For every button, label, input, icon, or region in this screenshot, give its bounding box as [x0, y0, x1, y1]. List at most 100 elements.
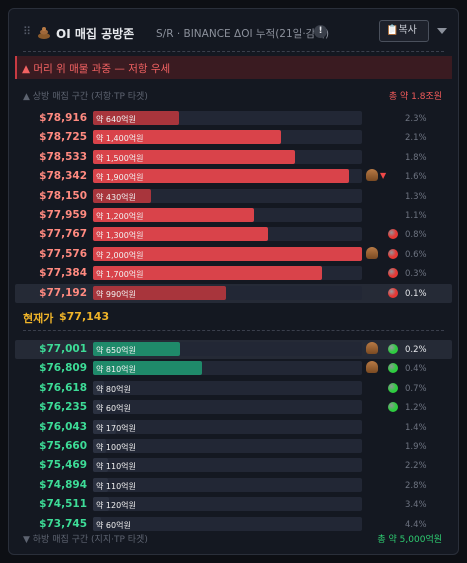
bar-label: 약 110억원 [96, 481, 136, 491]
price: $76,043 [39, 420, 87, 433]
bar-track [93, 516, 362, 531]
share: 1.2% [405, 403, 427, 414]
bar-track [93, 477, 362, 492]
bar [93, 400, 102, 415]
bar-label: 약 1,900억원 [96, 173, 144, 183]
price: $75,469 [39, 459, 87, 472]
bar-label: 약 2,000억원 [96, 250, 144, 260]
bar [93, 477, 108, 492]
bar [93, 169, 349, 184]
pile-icon [38, 27, 50, 39]
price: $78,725 [39, 131, 87, 144]
price: $77,767 [39, 228, 87, 241]
price: $74,511 [39, 498, 87, 511]
banner-text: ▲ 머리 위 매물 과중 — 저항 우세 [22, 63, 171, 75]
price: $73,745 [39, 517, 87, 530]
bar-label: 약 110억원 [96, 462, 136, 472]
copy-button[interactable]: 📋복사 [379, 20, 429, 42]
price: $77,384 [39, 267, 87, 280]
price: $77,192 [39, 286, 87, 299]
lower-label: ▼ 하방 매집 구간 (지지·TP 타겟) [23, 535, 148, 545]
status-dot [388, 229, 398, 240]
status-dot [388, 402, 398, 413]
bar-label: 약 120억원 [96, 501, 136, 511]
share: 1.1% [405, 211, 427, 221]
price: $76,809 [39, 362, 87, 375]
pile-icon [366, 361, 378, 374]
share: 0.6% [405, 249, 427, 260]
bar [93, 497, 110, 512]
share: 2.2% [405, 461, 427, 472]
share: 0.1% [405, 288, 427, 299]
share: 1.6% [405, 172, 427, 183]
bar-label: 약 990억원 [96, 289, 136, 299]
bar-track [93, 458, 362, 473]
current-label: 현재가 [23, 312, 54, 325]
price: $78,150 [39, 189, 87, 202]
bar-label: 약 640억원 [96, 115, 136, 124]
price: $76,235 [39, 401, 87, 414]
bar [93, 516, 102, 531]
lower-total: 총 약 5,000억원 [377, 535, 442, 545]
status-dot [388, 248, 398, 259]
bar-label: 약 100억원 [96, 443, 136, 452]
bar [93, 208, 255, 222]
copy-label: 복사 [398, 25, 417, 36]
bar-label: 약 1,700억원 [96, 270, 144, 280]
share: 0.8% [405, 230, 427, 241]
info-icon[interactable]: ! [314, 25, 327, 38]
price: $78,342 [39, 170, 87, 183]
share: 0.2% [405, 345, 427, 355]
pile-icon [366, 342, 378, 354]
status-dot [388, 382, 398, 393]
bar-track [93, 380, 362, 395]
share: 0.7% [405, 383, 427, 394]
share: 1.8% [405, 152, 427, 163]
bar-label: 약 170억원 [96, 423, 136, 433]
bar [93, 285, 227, 300]
bar [93, 439, 107, 453]
pile-icon [366, 246, 378, 259]
banner [15, 56, 452, 79]
bar-label: 약 1,500억원 [96, 153, 144, 163]
bar-label: 약 650억원 [96, 346, 136, 355]
share: 1.9% [405, 442, 427, 452]
title: OI 매집 공방존 [56, 27, 135, 41]
bar-label: 약 60억원 [96, 404, 131, 414]
upper-total: 총 약 1.8조원 [388, 92, 442, 102]
price: $76,618 [39, 381, 87, 394]
upper-label: ▲ 상방 매집 구간 (저항·TP 타겟) [23, 92, 148, 102]
price: $74,894 [39, 478, 87, 491]
bar [93, 149, 295, 164]
bar-label: 약 810억원 [96, 365, 136, 375]
bar-track [93, 188, 362, 203]
bar [93, 419, 116, 434]
dropdown-arrow[interactable] [437, 28, 447, 34]
bar-track [93, 419, 362, 434]
price: $78,916 [39, 112, 87, 124]
bar [93, 246, 362, 261]
share: 3.4% [405, 500, 427, 511]
share: 2.8% [405, 480, 427, 491]
current-price: $77,143 [59, 310, 110, 323]
drag-handle[interactable]: ⠿ [23, 25, 32, 38]
share: 0.3% [405, 269, 427, 280]
card: ⠿ OI 매집 공방존 S/R · BINANCE ΔOI 누적(21일·감쇠)… [8, 8, 459, 555]
status-dot [388, 268, 398, 279]
share: 2.1% [405, 133, 427, 144]
share: 0.4% [405, 364, 427, 375]
bar-track [93, 400, 362, 415]
share: 1.4% [405, 422, 427, 433]
bar [93, 111, 180, 125]
bar [93, 342, 181, 356]
bar-label: 약 80억원 [96, 384, 131, 394]
bar-track [93, 497, 362, 512]
bar-label: 약 1,300억원 [96, 231, 144, 241]
share: 4.4% [405, 519, 427, 530]
bar [93, 130, 282, 145]
bar [93, 361, 202, 376]
share: 1.3% [405, 191, 427, 202]
bar-track [93, 439, 362, 453]
bar [93, 266, 322, 281]
